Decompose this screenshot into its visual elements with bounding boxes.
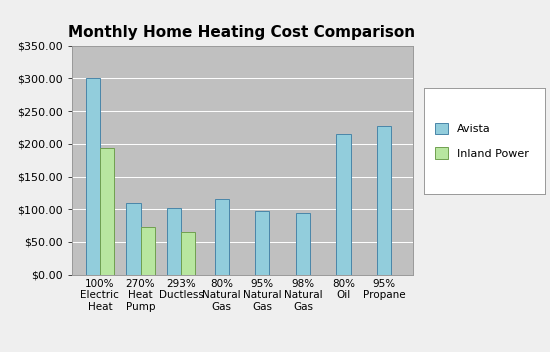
Bar: [377, 126, 391, 275]
Bar: [337, 134, 350, 275]
Bar: [126, 203, 140, 275]
Bar: [140, 227, 155, 275]
Bar: [100, 149, 114, 275]
Bar: [296, 213, 310, 275]
Bar: [181, 232, 195, 275]
Bar: [167, 208, 181, 275]
Title: Monthly Home Heating Cost Comparison: Monthly Home Heating Cost Comparison: [68, 25, 416, 40]
Bar: [86, 78, 100, 275]
Bar: [255, 211, 270, 275]
Legend: Avista, Inland Power: Avista, Inland Power: [429, 117, 534, 164]
Bar: [214, 199, 229, 275]
